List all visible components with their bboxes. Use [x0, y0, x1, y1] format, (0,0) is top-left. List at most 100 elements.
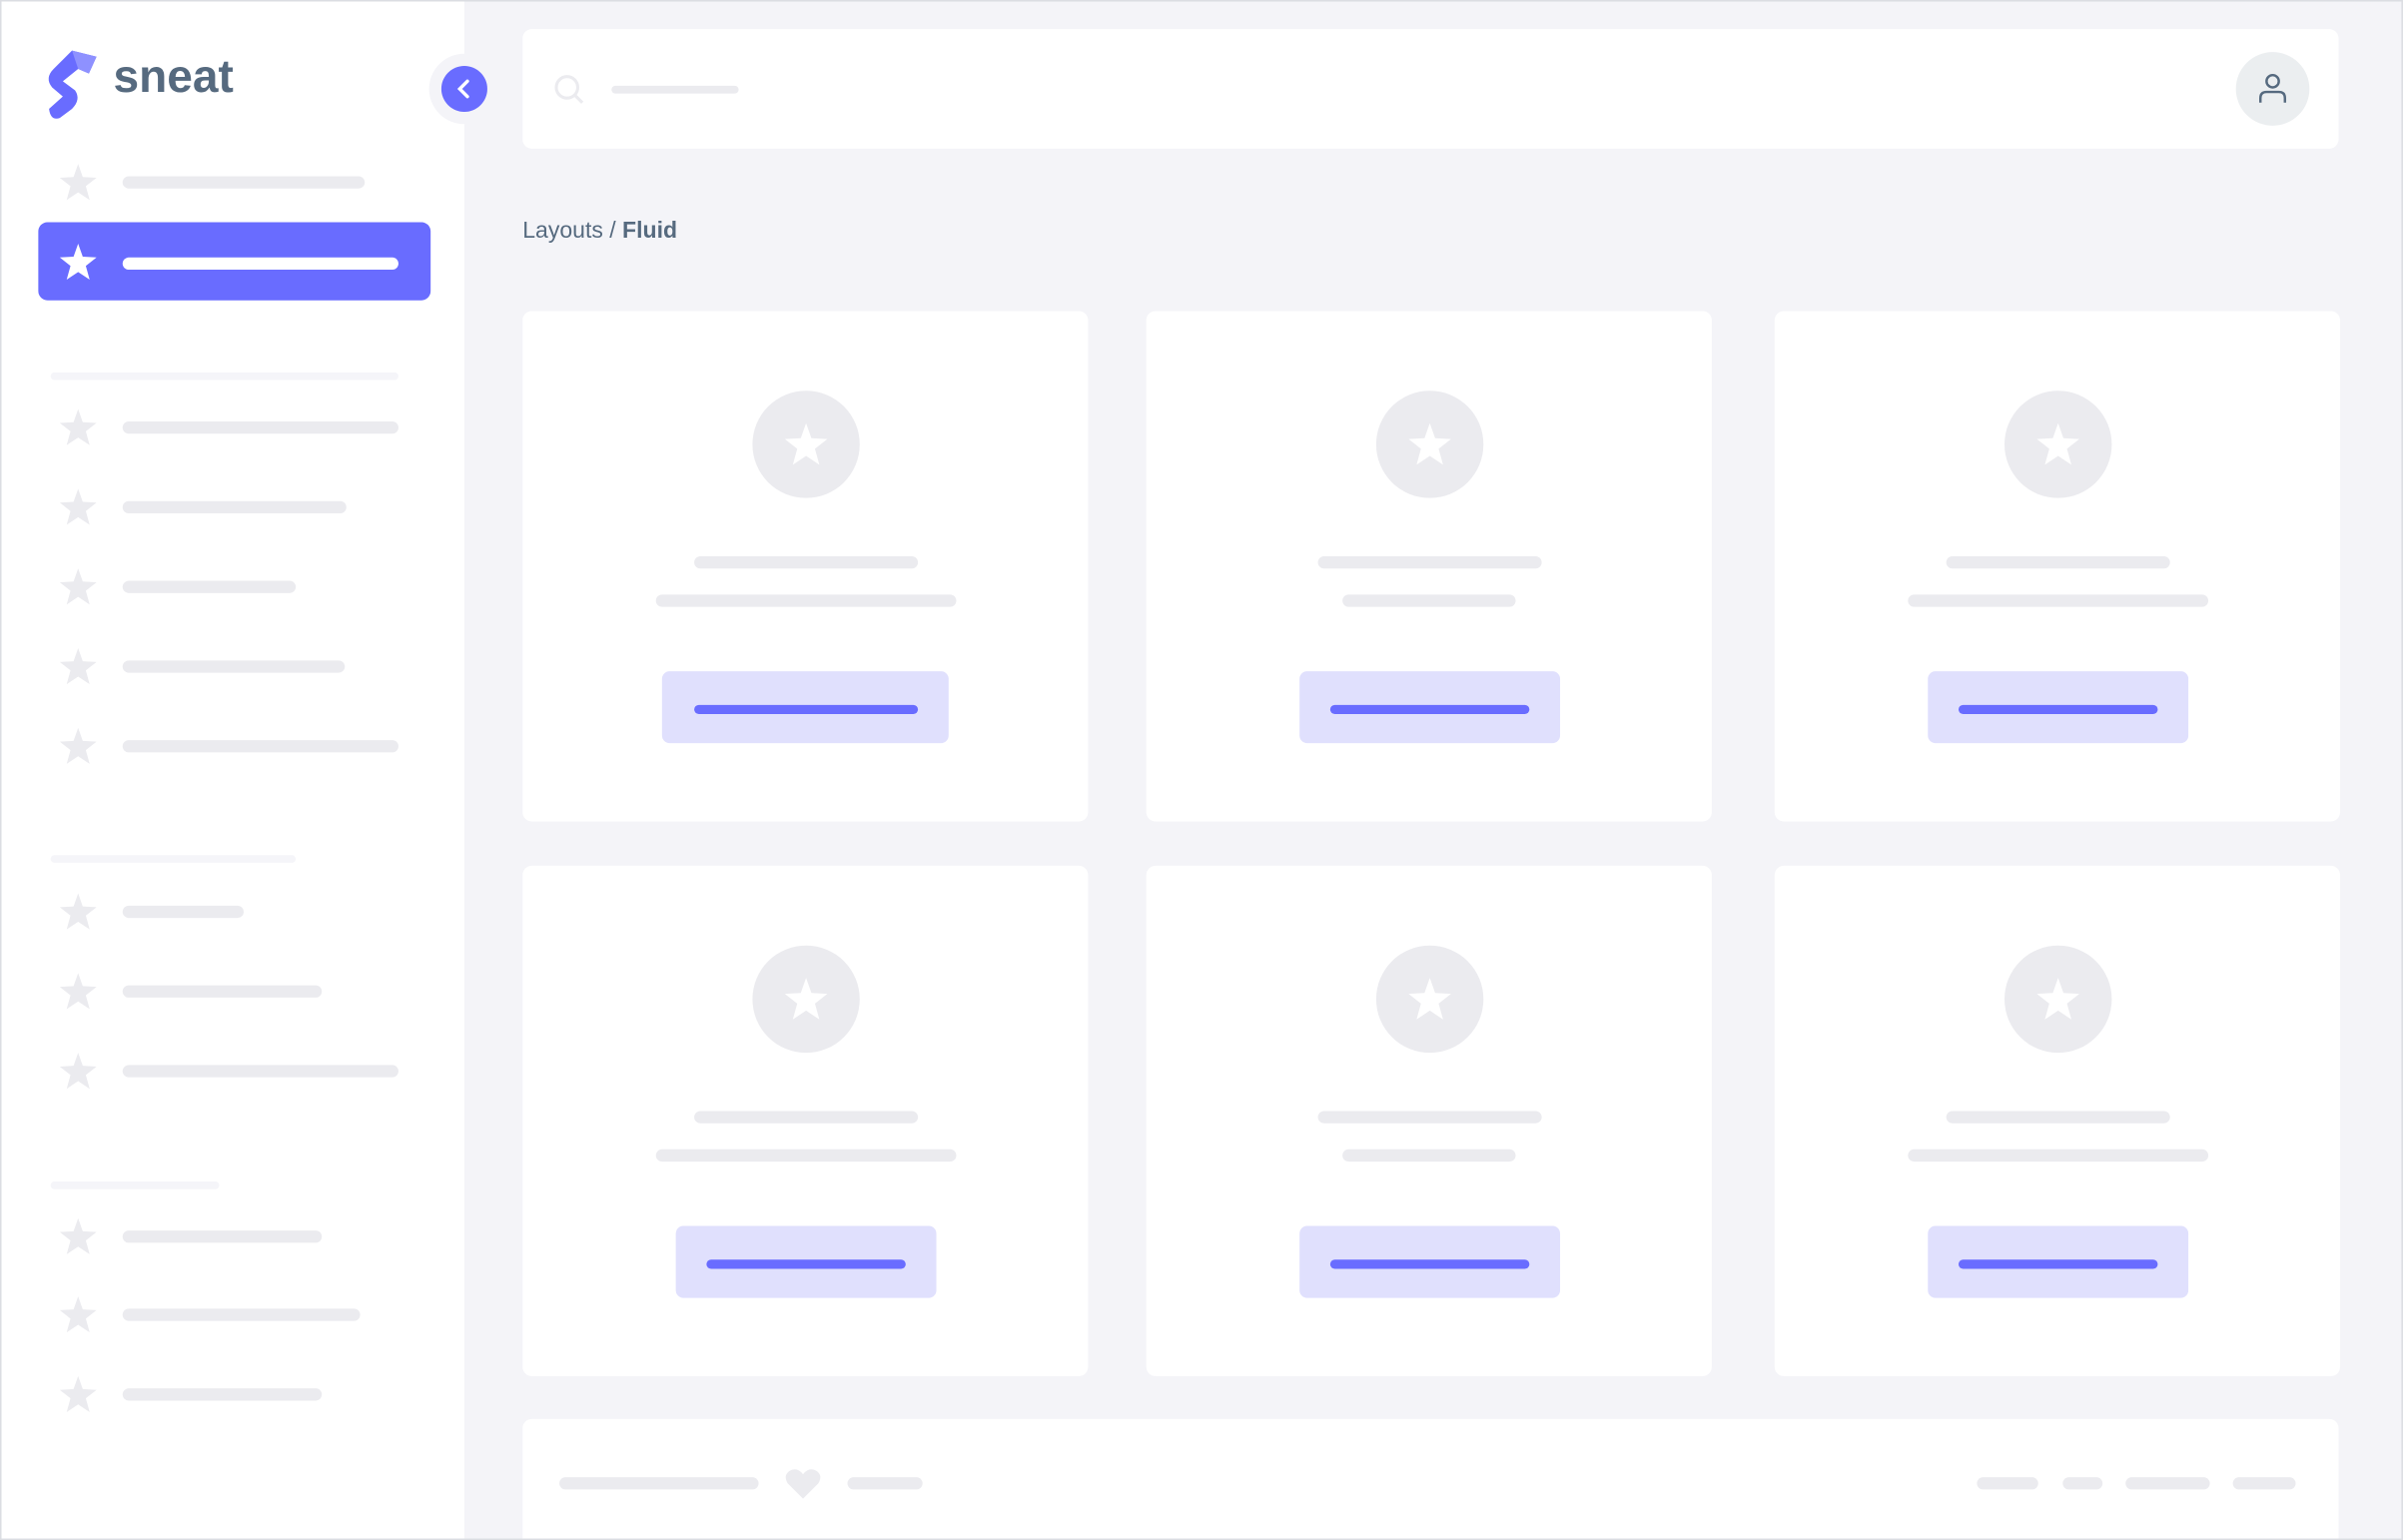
card-button-label [1329, 1259, 1529, 1269]
star-icon [784, 978, 827, 1020]
sidebar-item-active[interactable] [38, 222, 431, 301]
sidebar-item-label [122, 420, 399, 434]
card-icon-circle [1375, 945, 1483, 1054]
sidebar-item[interactable] [38, 473, 430, 541]
sidebar-item-label [122, 1065, 399, 1078]
collapse-sidebar-button[interactable] [440, 65, 487, 113]
card-text [1907, 1149, 2208, 1162]
card-button[interactable] [1927, 1225, 2188, 1298]
sidebar-section-header [50, 855, 297, 863]
star-icon [59, 408, 97, 445]
star-icon [1407, 978, 1451, 1020]
footer-link[interactable] [2232, 1477, 2296, 1490]
sidebar-section-header [50, 1181, 220, 1189]
card-icon-circle [1375, 390, 1483, 498]
sidebar-item[interactable] [38, 958, 430, 1026]
star-icon [59, 893, 97, 930]
card-button-label [1329, 704, 1529, 715]
card-title [1316, 555, 1541, 569]
card-icon-circle [751, 390, 860, 498]
sidebar-item[interactable] [38, 1281, 430, 1349]
sidebar-item-label [122, 985, 323, 998]
sidebar-item[interactable] [38, 712, 430, 780]
card [1774, 865, 2341, 1376]
star-icon [59, 1217, 97, 1254]
footer-link[interactable] [2125, 1477, 2210, 1490]
star-icon [784, 422, 827, 465]
card-button-label [1958, 704, 2157, 715]
sidebar-item[interactable] [38, 149, 430, 217]
footer-link[interactable] [847, 1477, 923, 1490]
heart-icon [785, 1469, 821, 1499]
card-text [654, 1149, 956, 1162]
card-button[interactable] [661, 671, 949, 744]
user-icon [2259, 73, 2287, 103]
card [522, 311, 1089, 822]
footer [522, 1418, 2339, 1539]
star-icon [59, 1053, 97, 1090]
breadcrumb-separator: / [602, 217, 623, 244]
star-icon [59, 243, 97, 281]
card-button[interactable] [1927, 671, 2188, 744]
card [1774, 311, 2341, 822]
chevron-left-icon [456, 79, 469, 99]
card [522, 865, 1089, 1376]
sidebar: sneat [1, 1, 464, 1539]
sidebar-section-header [50, 372, 399, 381]
card-button-label [693, 704, 918, 715]
star-icon [59, 648, 97, 685]
card-button[interactable] [674, 1225, 936, 1298]
footer-link[interactable] [2062, 1477, 2103, 1490]
card-text [1342, 1149, 1516, 1162]
card-icon-circle [751, 945, 860, 1054]
sidebar-item[interactable] [38, 878, 430, 946]
footer-text [559, 1477, 759, 1490]
sidebar-item[interactable] [38, 1361, 430, 1429]
sidebar-item-label [122, 1388, 323, 1401]
breadcrumb-parent[interactable]: Layouts [522, 217, 603, 244]
sidebar-item-label [122, 176, 366, 189]
card-title [1316, 1111, 1541, 1124]
search-input[interactable] [611, 85, 739, 94]
breadcrumb: Layouts / Fluid [522, 218, 677, 244]
sidebar-item[interactable] [38, 553, 430, 621]
card-button[interactable] [1298, 1225, 1560, 1298]
logo-text: sneat [113, 52, 234, 103]
card-text [1907, 594, 2208, 607]
footer-link[interactable] [1977, 1477, 2038, 1490]
sidebar-item-label [122, 905, 244, 919]
card-button-label [1958, 1259, 2157, 1269]
card [1146, 865, 1712, 1376]
card-button[interactable] [1298, 671, 1560, 744]
sidebar-item-label [122, 1230, 323, 1243]
card-icon-circle [2003, 390, 2111, 498]
star-icon [59, 1375, 97, 1412]
card-title [693, 555, 918, 569]
star-icon [2035, 978, 2079, 1020]
search-icon[interactable] [553, 74, 587, 108]
sidebar-item[interactable] [38, 1203, 430, 1271]
sidebar-item-label [122, 660, 346, 673]
star-icon [1407, 422, 1451, 465]
sidebar-item[interactable] [38, 393, 430, 461]
star-icon [59, 1296, 97, 1333]
user-avatar-button[interactable] [2235, 52, 2310, 126]
breadcrumb-current: Fluid [622, 217, 678, 244]
star-icon [59, 973, 97, 1010]
star-icon [59, 488, 97, 525]
navbar [522, 29, 2339, 149]
sidebar-item-label [122, 257, 399, 271]
sidebar-item[interactable] [38, 633, 430, 701]
card-title [1945, 1111, 2169, 1124]
star-icon [2035, 422, 2079, 465]
star-icon [59, 164, 97, 201]
card-icon-circle [2003, 945, 2111, 1054]
card-text [1342, 594, 1516, 607]
star-icon [59, 568, 97, 605]
card-title [1945, 555, 2169, 569]
card [1146, 311, 1712, 822]
sidebar-item[interactable] [38, 1038, 430, 1106]
sidebar-item-label [122, 740, 399, 753]
sidebar-item-label [122, 1308, 361, 1321]
